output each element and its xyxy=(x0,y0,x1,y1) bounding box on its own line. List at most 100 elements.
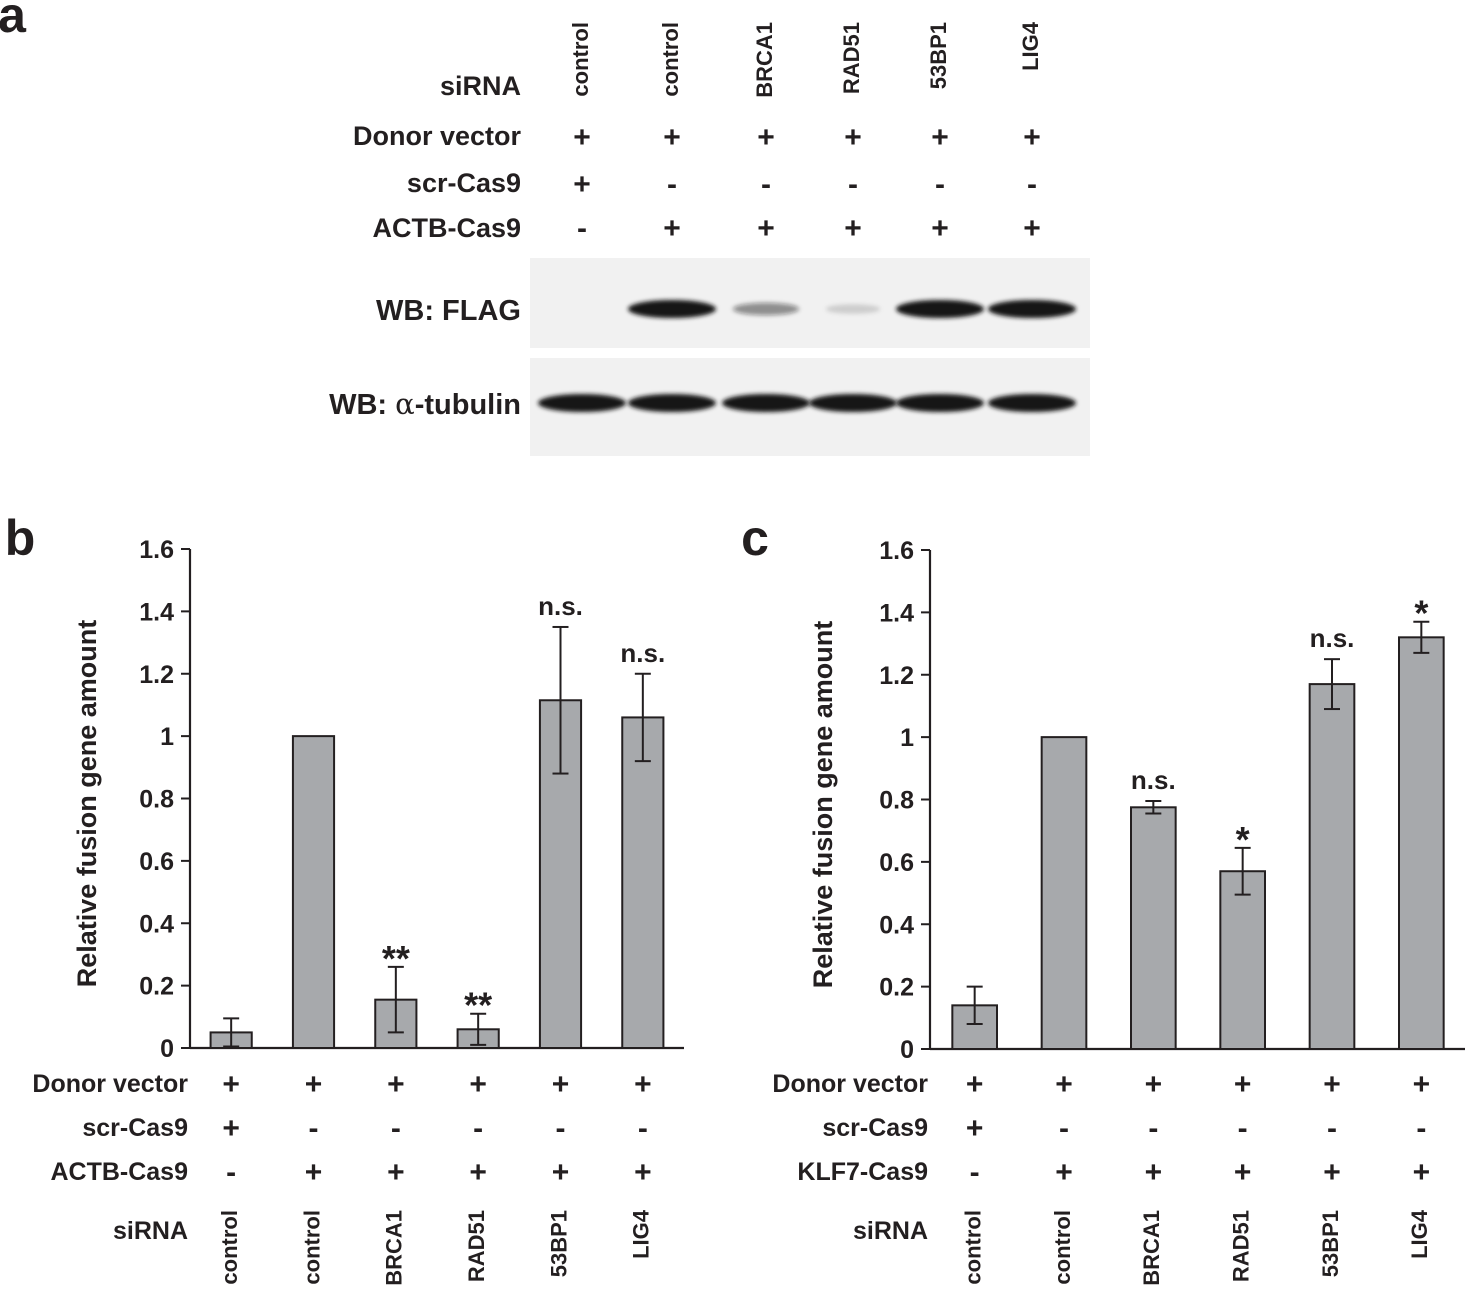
condition-label: ACTB-Cas9 xyxy=(50,1158,188,1186)
condition-sign: - xyxy=(309,1112,319,1145)
blot-label-suffix: -tubulin xyxy=(415,389,521,421)
lane-actb-sign: + xyxy=(663,212,681,245)
y-tick-label: 0.4 xyxy=(139,910,174,938)
blot-band xyxy=(896,394,984,412)
sirna-category-label: RAD51 xyxy=(1228,1210,1253,1282)
condition-sign: - xyxy=(638,1112,648,1145)
blot-label-flag: WB: FLAG xyxy=(376,295,521,327)
blot-band xyxy=(732,302,800,316)
y-tick-label: 0 xyxy=(160,1035,174,1063)
sirna-category-label: BRCA1 xyxy=(382,1210,407,1286)
y-tick-label: 0.2 xyxy=(879,974,914,1002)
bar xyxy=(621,716,665,1049)
lane-actb-sign: + xyxy=(931,212,949,245)
blot-band xyxy=(896,300,984,318)
condition-sign: - xyxy=(226,1156,236,1189)
condition-sign: + xyxy=(469,1156,487,1189)
bar xyxy=(291,735,336,1049)
lane-donor-sign: + xyxy=(757,121,775,154)
y-tick-label: 1.6 xyxy=(879,537,914,565)
lane-sirna-label: RAD51 xyxy=(839,22,864,94)
row-label-scr: scr-Cas9 xyxy=(407,168,521,198)
sirna-category-label: LIG4 xyxy=(1407,1209,1432,1259)
condition-sign: + xyxy=(1323,1156,1341,1189)
y-tick-label: 0.8 xyxy=(879,787,914,815)
condition-sign: + xyxy=(305,1156,323,1189)
condition-sign: - xyxy=(1148,1112,1158,1145)
condition-sign: + xyxy=(222,1112,240,1145)
condition-sign: + xyxy=(634,1156,652,1189)
bar xyxy=(1219,870,1267,1051)
sirna-category-label: 53BP1 xyxy=(546,1210,571,1277)
lane-actb-sign: - xyxy=(577,212,587,245)
y-tick-label: 1 xyxy=(900,724,914,752)
y-tick-label: 1.4 xyxy=(139,598,174,626)
lane-donor-sign: + xyxy=(663,121,681,154)
condition-sign: + xyxy=(1413,1156,1431,1189)
sirna-category-label: LIG4 xyxy=(629,1209,654,1259)
lane-actb-sign: + xyxy=(757,212,775,245)
blot-band xyxy=(628,300,716,318)
y-axis-label: Relative fusion gene amount xyxy=(72,620,102,988)
significance-label: * xyxy=(1236,819,1250,860)
sirna-category-label: RAD51 xyxy=(464,1210,489,1282)
significance-label: ** xyxy=(382,938,410,979)
condition-sign: - xyxy=(473,1112,483,1145)
condition-sign: - xyxy=(1059,1112,1069,1145)
condition-sign: + xyxy=(1145,1068,1163,1101)
condition-sign: - xyxy=(556,1112,566,1145)
y-tick-label: 0.6 xyxy=(139,848,174,876)
panel-b-bar-chart: b 0 0.2 0.4 0.6 0.8 1 1.2 1.4 1.6 Relative fusion … xyxy=(5,510,684,1286)
condition-sign: + xyxy=(552,1156,570,1189)
y-tick-label: 0.4 xyxy=(879,911,914,939)
bar xyxy=(1398,636,1445,1050)
significance-label: n.s. xyxy=(620,638,665,668)
bar xyxy=(1040,736,1088,1050)
condition-label: scr-Cas9 xyxy=(82,1114,188,1142)
lane-actb-sign: + xyxy=(844,212,862,245)
lane-donor-sign: + xyxy=(573,121,591,154)
lane-donor-sign: + xyxy=(844,121,862,154)
sirna-category-label: control xyxy=(960,1210,985,1285)
significance-label: n.s. xyxy=(538,591,583,621)
lane-scr-sign: + xyxy=(573,168,591,201)
condition-sign: + xyxy=(387,1068,405,1101)
lane-sirna-label: LIG4 xyxy=(1018,21,1043,71)
blot-band xyxy=(538,394,626,412)
panel-a-western-blot: a siRNA Donor vector scr-Cas9 ACTB-Cas9 contr… xyxy=(0,0,1090,456)
lane-scr-sign: - xyxy=(761,168,771,201)
lane-sirna-label: BRCA1 xyxy=(752,22,777,98)
lane-sirna-label: control xyxy=(658,22,683,97)
y-tick-label: 0.2 xyxy=(139,973,174,1001)
lane-donor-sign: + xyxy=(931,121,949,154)
condition-sign: + xyxy=(966,1112,984,1145)
condition-label: Donor vector xyxy=(32,1070,188,1098)
condition-sign: - xyxy=(1416,1112,1426,1145)
lane-scr-sign: - xyxy=(667,168,677,201)
sirna-category-label: control xyxy=(1050,1210,1075,1285)
blot-band xyxy=(722,394,810,412)
condition-sign: + xyxy=(1145,1156,1163,1189)
panel-letter-b: b xyxy=(5,510,36,566)
condition-label: KLF7-Cas9 xyxy=(797,1158,928,1186)
blot-label-tubulin: WB: α-tubulin xyxy=(329,387,521,421)
blot-band xyxy=(809,394,897,412)
condition-sign: - xyxy=(391,1112,401,1145)
condition-sign: + xyxy=(1234,1068,1252,1101)
sirna-category-label: 53BP1 xyxy=(1318,1210,1343,1277)
y-tick-label: 1.4 xyxy=(879,599,914,627)
y-axis-label: Relative fusion gene amount xyxy=(808,621,838,989)
condition-sign: + xyxy=(966,1068,984,1101)
condition-sign: + xyxy=(305,1068,323,1101)
blot-band xyxy=(988,300,1076,318)
y-tick-label: 1 xyxy=(160,723,174,751)
condition-sign: - xyxy=(970,1156,980,1189)
condition-sign: + xyxy=(1055,1156,1073,1189)
significance-label: ** xyxy=(464,985,492,1026)
condition-sign: + xyxy=(469,1068,487,1101)
lane-sirna-label: 53BP1 xyxy=(926,22,951,89)
condition-sign: + xyxy=(1323,1068,1341,1101)
condition-label: Donor vector xyxy=(772,1070,928,1098)
row-label-donor: Donor vector xyxy=(353,121,522,151)
